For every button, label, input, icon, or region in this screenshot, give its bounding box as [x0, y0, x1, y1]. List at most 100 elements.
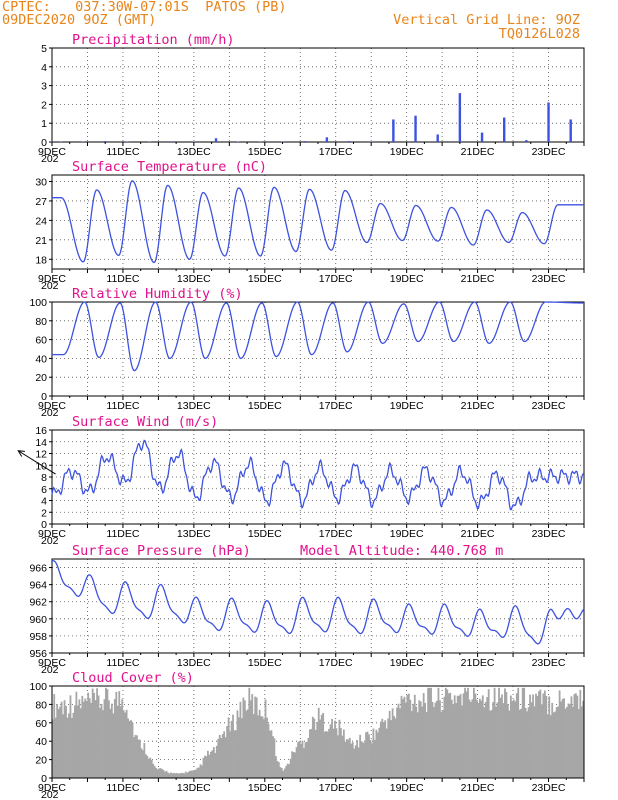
x-tick-label: 15DEC [248, 782, 282, 794]
cloud-bar [545, 695, 548, 778]
x-tick-label: 21DEC [461, 782, 495, 794]
cloud-bar [93, 692, 96, 778]
cloud-bar [409, 699, 412, 778]
cloud-bar [292, 751, 295, 778]
x-tick-label: 23DEC [532, 528, 566, 540]
cloud-bar [337, 735, 339, 778]
x-tick-label: 13DEC [177, 528, 211, 540]
cloud-bar [434, 702, 437, 778]
cloud-bar [51, 719, 54, 778]
x-tick-label: 19DEC [390, 400, 424, 412]
cloud-bar [450, 699, 453, 778]
cloud-bar [255, 697, 258, 778]
y-tick-label: 4 [41, 62, 47, 74]
cloud-bar [99, 707, 101, 778]
x-tick-label: 21DEC [461, 146, 495, 158]
panel-frame [51, 301, 585, 397]
cloud-bar [468, 699, 471, 778]
cloud-bar [223, 731, 226, 778]
cloud-bar [424, 702, 427, 778]
cloud-bar [56, 703, 59, 778]
cloud-bar [143, 742, 146, 778]
cloud-bar [495, 706, 497, 778]
y-tick-label: 4 [41, 496, 47, 508]
cloud-bar [227, 717, 230, 778]
cloud-bar [276, 761, 279, 778]
cloud-bar [464, 687, 466, 778]
x-tick-label: 13DEC [177, 146, 211, 158]
cloud-bar [187, 771, 190, 778]
cloud-bar [141, 750, 144, 778]
cloud-bar [478, 698, 481, 778]
x-tick-label: 11DEC [106, 528, 139, 540]
cloud-bar [69, 695, 72, 778]
y-tick-label: 1 [41, 118, 47, 130]
cloud-bar [365, 732, 367, 778]
cloud-bar [245, 710, 248, 778]
cloud-bar [332, 728, 335, 778]
x-tick-label: 17DEC [319, 400, 353, 412]
cloud-bar [540, 704, 543, 778]
cloud-bar [134, 734, 137, 778]
cloud-bar [430, 687, 432, 778]
cloud-bar [300, 743, 302, 778]
cloud-bar [301, 740, 304, 778]
cloud-bar [323, 731, 326, 778]
cloud-bar [146, 755, 149, 778]
cloud-bar [328, 728, 330, 778]
cloud-bar [211, 750, 214, 778]
cloud-bar [375, 729, 378, 778]
cloud-bar [344, 741, 347, 778]
cloud-bar [215, 745, 218, 778]
cloud-bar [356, 740, 359, 778]
cloud-bar [391, 708, 394, 778]
cloud-bar [505, 692, 508, 778]
precip-bar [392, 119, 395, 142]
y-tick-label: 14 [35, 437, 47, 449]
cloud-bar [465, 691, 468, 778]
cloud-bar [446, 689, 449, 778]
cloud-bar [449, 692, 452, 778]
cloud-bar [363, 742, 366, 778]
cloud-bar [512, 699, 515, 778]
cloud-bar [60, 701, 63, 778]
x-tick-label: 15DEC [248, 528, 282, 540]
wind-arrow [17, 450, 56, 475]
y-tick-label: 6 [41, 484, 47, 496]
cloud-bar [205, 756, 208, 778]
cloud-bar [224, 737, 227, 778]
y-tick-label: 40 [35, 353, 47, 365]
cloud-bar [88, 698, 91, 778]
cloud-bar [79, 708, 82, 778]
cloud-bar [529, 694, 531, 778]
x-tick-label: 15DEC [248, 146, 282, 158]
cloud-bar [563, 698, 565, 778]
cloud-bar [353, 748, 356, 778]
cloud-bar [362, 742, 364, 778]
cloud-bar [539, 689, 542, 778]
cloud-bar [54, 717, 57, 778]
cloud-bar [303, 747, 305, 778]
cloud-bar [260, 716, 263, 778]
y-tick-label: 80 [35, 699, 47, 711]
cloud-bar [372, 728, 375, 778]
cloud-bar [233, 730, 236, 778]
cloud-bar [127, 718, 130, 778]
panel-title: Precipitation (mm/h) [72, 32, 235, 48]
cloud-bar [162, 770, 165, 778]
cloud-bar [249, 700, 252, 778]
cloud-bar [517, 687, 520, 778]
precip-bar [126, 141, 129, 142]
x-tick-label: 11DEC [106, 273, 139, 285]
cloud-bar [427, 687, 429, 778]
y-tick-label: 958 [29, 631, 47, 643]
cloud-bar [258, 709, 261, 778]
cloud-bar [357, 747, 360, 778]
cloud-bar [53, 694, 56, 778]
cloud-bar [441, 709, 444, 778]
y-tick-label: 966 [29, 563, 47, 575]
cloud-bar [159, 768, 162, 778]
cloud-bar [273, 738, 276, 778]
cloud-bar [483, 707, 486, 778]
cloud-bar [94, 700, 97, 778]
